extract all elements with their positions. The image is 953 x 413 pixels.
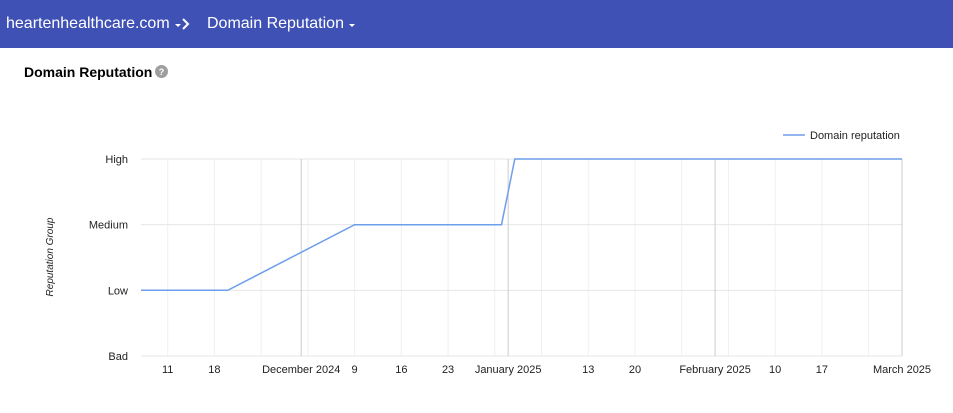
x-tick-label: 10 xyxy=(769,364,781,376)
x-tick-label: December 2024 xyxy=(262,364,340,376)
legend-label: Domain reputation xyxy=(810,130,900,142)
section-selector[interactable]: Domain Reputation xyxy=(207,0,355,48)
x-tick-label: 18 xyxy=(208,364,220,376)
series-line xyxy=(141,158,902,292)
x-tick-label: 20 xyxy=(629,364,641,376)
x-tick-label: 13 xyxy=(582,364,594,376)
x-tick-label: 16 xyxy=(395,364,407,376)
y-tick-label: Bad xyxy=(108,351,128,363)
caret-down-icon xyxy=(174,23,181,27)
y-axis-title: Reputation Group xyxy=(45,217,56,296)
domain-selector[interactable]: heartenhealthcare.com xyxy=(6,0,181,48)
x-tick-label: 9 xyxy=(352,364,358,376)
x-tick-label: 23 xyxy=(442,364,454,376)
section-selector-label: Domain Reputation xyxy=(207,15,344,32)
y-tick-label: Medium xyxy=(89,220,128,232)
x-tick-label: February 2025 xyxy=(679,364,751,376)
page-title: Domain Reputation xyxy=(24,64,153,80)
svg-text:?: ? xyxy=(159,67,165,77)
x-tick-label: March 2025 xyxy=(873,364,931,376)
x-tick-label: 11 xyxy=(162,364,173,376)
y-tick-label: High xyxy=(105,154,128,166)
x-tick-label: January 2025 xyxy=(475,364,542,376)
help-circle-icon[interactable]: ? xyxy=(155,65,168,78)
chevron-right-icon xyxy=(181,0,191,48)
caret-down-icon xyxy=(348,23,355,27)
domain-selector-label: heartenhealthcare.com xyxy=(6,15,170,32)
top-app-bar: heartenhealthcare.com Domain Reputation xyxy=(0,0,953,48)
y-tick-label: Low xyxy=(108,285,128,297)
x-tick-label: 17 xyxy=(816,364,828,376)
